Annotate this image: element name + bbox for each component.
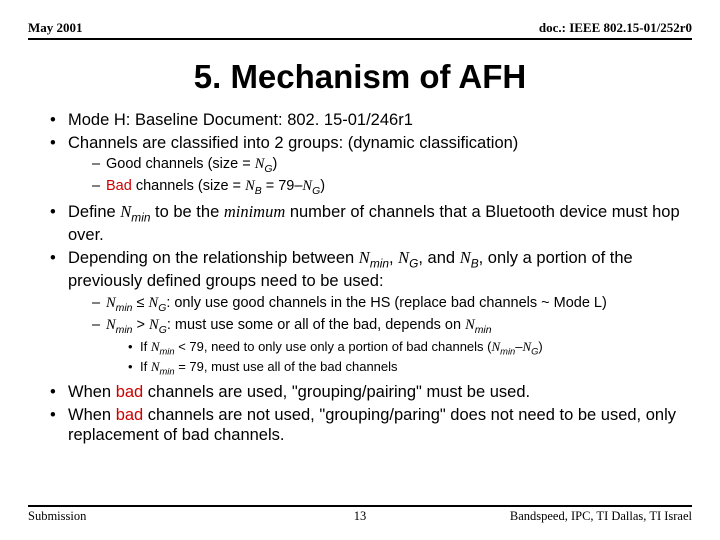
var-N: N bbox=[106, 317, 116, 333]
var-min: min bbox=[370, 256, 389, 270]
bullet-list: Mode H: Baseline Document: 802. 15-01/24… bbox=[28, 110, 692, 446]
bullet-2: Channels are classified into 2 groups: (… bbox=[50, 133, 692, 199]
bullet-4: Depending on the relationship between Nm… bbox=[50, 248, 692, 378]
bad-label: bad bbox=[116, 406, 144, 424]
t: ) bbox=[273, 156, 278, 172]
var-N: N bbox=[492, 339, 501, 354]
var-N: N bbox=[120, 202, 131, 221]
var-min: min bbox=[131, 210, 150, 224]
var-min: min bbox=[160, 366, 175, 376]
footer-row: Submission 13 Bandspeed, IPC, TI Dallas,… bbox=[28, 505, 692, 524]
t: = 79, must use all of the bad channels bbox=[175, 359, 398, 374]
t: ≤ bbox=[133, 295, 149, 311]
var-N: N bbox=[398, 248, 409, 267]
bullet-6: When bad channels are not used, "groupin… bbox=[50, 405, 692, 446]
bullet-4-sub-2-sub-1: If Nmin < 79, need to only use only a po… bbox=[128, 339, 692, 358]
t: channels are not used, "grouping/paring"… bbox=[68, 406, 676, 445]
t: Depending on the relationship between bbox=[68, 249, 359, 267]
var-N: N bbox=[149, 295, 159, 311]
bullet-4-sub-2-sublist: If Nmin < 79, need to only use only a po… bbox=[106, 339, 692, 379]
var-G: G bbox=[264, 164, 272, 175]
header-row: May 2001 doc.: IEEE 802.15-01/252r0 bbox=[28, 20, 692, 40]
var-N: N bbox=[245, 178, 255, 194]
bullet-4-sub-2-sub-2: If Nmin = 79, must use all of the bad ch… bbox=[128, 359, 692, 378]
header-right: doc.: IEEE 802.15-01/252r0 bbox=[539, 20, 692, 36]
t: = 79– bbox=[262, 178, 303, 194]
t: : only use good channels in the HS (repl… bbox=[166, 295, 607, 311]
t: channels are used, "grouping/pairing" mu… bbox=[143, 383, 530, 401]
var-N: N bbox=[465, 317, 475, 333]
var-N: N bbox=[359, 248, 370, 267]
bullet-2-sublist: Good channels (size = NG) Bad channels (… bbox=[68, 155, 692, 198]
t: channels (size = bbox=[132, 178, 245, 194]
t: : must use some or all of the bad, depen… bbox=[167, 317, 465, 333]
t: to be the bbox=[150, 203, 223, 221]
var-min: min bbox=[116, 303, 133, 314]
var-G: G bbox=[409, 256, 418, 270]
var-N: N bbox=[151, 359, 160, 374]
var-min: min bbox=[500, 346, 515, 356]
bullet-2-sub-1: Good channels (size = NG) bbox=[92, 155, 692, 176]
t: , bbox=[389, 249, 398, 267]
var-min: min bbox=[116, 324, 133, 335]
t: When bbox=[68, 383, 116, 401]
bullet-2-sub-2: Bad channels (size = NB = 79–NG) bbox=[92, 177, 692, 198]
t: , and bbox=[418, 249, 459, 267]
t: If bbox=[140, 339, 151, 354]
t: ) bbox=[320, 178, 325, 194]
t: Good channels (size = bbox=[106, 156, 255, 172]
bullet-4-sublist: Nmin ≤ NG: only use good channels in the… bbox=[68, 294, 692, 378]
bullet-2-text: Channels are classified into 2 groups: (… bbox=[68, 134, 518, 152]
var-min: min bbox=[160, 346, 175, 356]
bullet-4-sub-1: Nmin ≤ NG: only use good channels in the… bbox=[92, 294, 692, 315]
t: Define bbox=[68, 203, 120, 221]
header-left: May 2001 bbox=[28, 20, 83, 36]
minimum-word: minimum bbox=[224, 202, 285, 221]
footer-page-number: 13 bbox=[354, 509, 367, 524]
t: When bbox=[68, 406, 116, 424]
var-N: N bbox=[255, 156, 265, 172]
var-G: G bbox=[159, 324, 167, 335]
slide-title: 5. Mechanism of AFH bbox=[28, 58, 692, 96]
footer-right: Bandspeed, IPC, TI Dallas, TI Israel bbox=[510, 509, 692, 524]
var-B: B bbox=[255, 186, 262, 197]
var-N: N bbox=[460, 248, 471, 267]
bullet-5: When bad channels are used, "grouping/pa… bbox=[50, 382, 692, 403]
var-N: N bbox=[149, 317, 159, 333]
var-N: N bbox=[522, 339, 531, 354]
bullet-1: Mode H: Baseline Document: 802. 15-01/24… bbox=[50, 110, 692, 131]
bad-label: bad bbox=[116, 383, 144, 401]
t: If bbox=[140, 359, 151, 374]
var-G: G bbox=[312, 186, 320, 197]
bullet-4-sub-2: Nmin > NG: must use some or all of the b… bbox=[92, 316, 692, 379]
var-N: N bbox=[151, 339, 160, 354]
bad-label: Bad bbox=[106, 178, 132, 194]
var-N: N bbox=[302, 178, 312, 194]
var-min: min bbox=[475, 324, 492, 335]
t: > bbox=[133, 317, 150, 333]
t: < 79, need to only use only a portion of… bbox=[175, 339, 492, 354]
footer-left: Submission bbox=[28, 509, 86, 524]
var-N: N bbox=[106, 295, 116, 311]
t: ) bbox=[538, 339, 542, 354]
var-B: B bbox=[471, 256, 479, 270]
bullet-3: Define Nmin to be the minimum number of … bbox=[50, 202, 692, 246]
